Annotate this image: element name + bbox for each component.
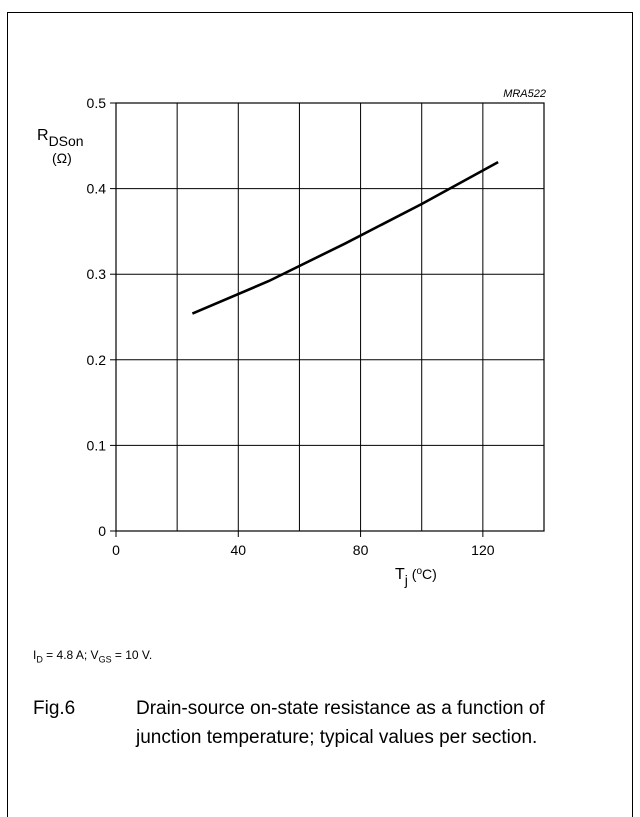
- figure-number: Fig.6: [33, 698, 76, 719]
- x-tick-label: 120: [471, 542, 495, 558]
- cond-i-main: I: [33, 648, 37, 662]
- y-tick-label: 0.2: [87, 352, 107, 368]
- y-ticks: 0 0.1 0.2 0.3 0.4 0.5: [87, 95, 116, 539]
- y-axis-label: RDSon: [37, 127, 84, 149]
- x-axis-unit-sup: o: [416, 566, 422, 577]
- cond-i-sub: D: [36, 654, 43, 665]
- y-tick-label: 0: [98, 523, 106, 539]
- y-tick-label: 0.3: [87, 266, 107, 282]
- figure-frame: [7, 12, 633, 817]
- x-tick-label: 80: [353, 542, 369, 558]
- y-tick-label: 0.4: [87, 181, 107, 197]
- x-tick-label: 0: [112, 542, 120, 558]
- y-tick-label: 0.5: [87, 95, 107, 111]
- x-ticks: 0 40 80 120: [112, 531, 495, 558]
- x-axis-unit-close: C): [422, 566, 437, 582]
- grid: [116, 103, 544, 531]
- x-axis-label: Tj (oC): [395, 566, 437, 588]
- series-line: [191, 160, 499, 315]
- cond-i-rest: = 4.8 A; V: [42, 648, 99, 662]
- cond-v-sub: GS: [98, 654, 112, 665]
- y-axis-unit: (Ω): [52, 150, 72, 166]
- x-axis-unit-open: (: [408, 566, 417, 582]
- x-axis-label-sub: j: [404, 572, 408, 588]
- plot-border: [115, 102, 545, 532]
- figure-caption-text: Drain-source on-state resistance as a fu…: [136, 698, 545, 748]
- chart-code: MRA522: [503, 88, 546, 100]
- test-conditions: ID = 4.8 A; VGS = 10 V.: [33, 648, 152, 664]
- y-axis-label-main: R: [37, 127, 49, 144]
- y-axis-label-sub: DSon: [49, 133, 84, 149]
- x-tick-label: 40: [230, 542, 246, 558]
- x-axis-label-main: T: [395, 566, 405, 583]
- y-tick-label: 0.1: [87, 437, 107, 453]
- cond-v-rest: = 10 V.: [111, 648, 153, 662]
